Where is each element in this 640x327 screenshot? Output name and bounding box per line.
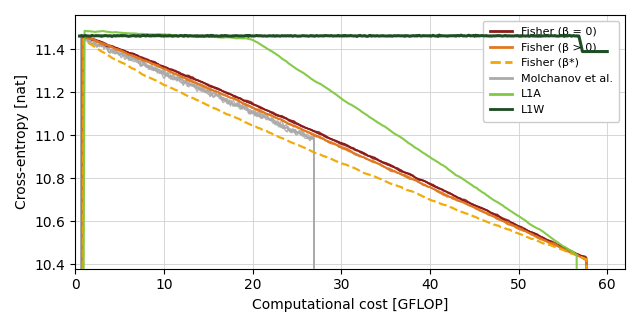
Legend: Fisher (β = 0), Fisher (β > 0), Fisher (β*), Molchanov et al., L1A, L1W: Fisher (β = 0), Fisher (β > 0), Fisher (…	[483, 21, 620, 122]
X-axis label: Computational cost [GFLOP]: Computational cost [GFLOP]	[252, 298, 448, 312]
Y-axis label: Cross-entropy [nat]: Cross-entropy [nat]	[15, 74, 29, 209]
